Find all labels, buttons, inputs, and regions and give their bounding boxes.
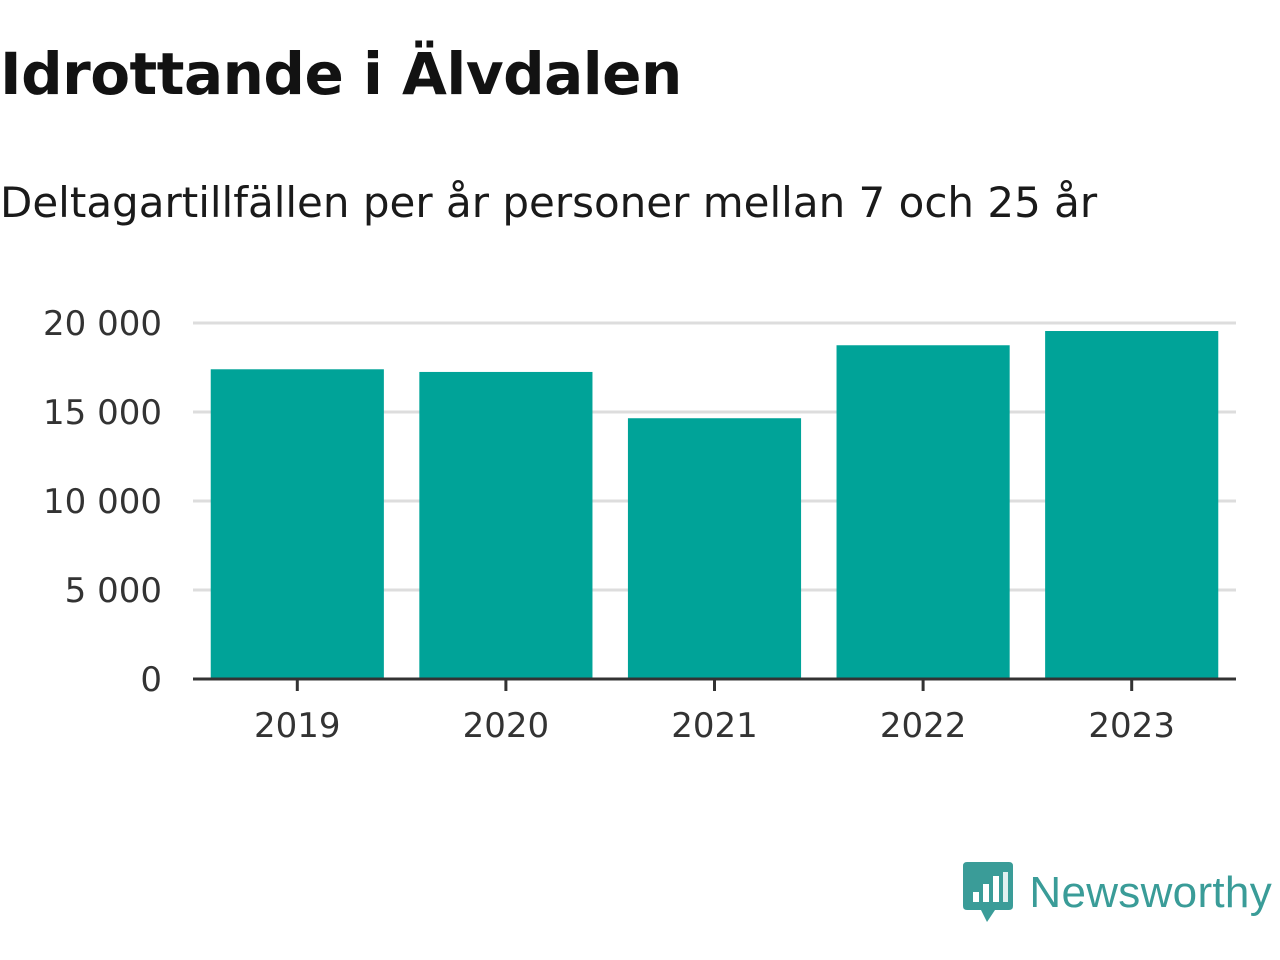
chart-subtitle: Deltagartillfällen per år personer mella…	[0, 178, 1098, 227]
bar-2023	[1045, 331, 1219, 679]
y-tick-label: 10 000	[43, 482, 162, 522]
bars	[210, 331, 1219, 679]
x-tick-label: 2019	[254, 706, 341, 746]
x-tick-label: 2023	[1088, 706, 1175, 746]
y-tick-label: 20 000	[43, 304, 162, 344]
bar-2022	[836, 345, 1010, 679]
bar-2019	[210, 369, 384, 679]
newsworthy-logo: Newsworthy	[963, 862, 1272, 924]
x-tick-label: 2021	[671, 706, 758, 746]
x-axis	[193, 677, 1236, 691]
bar-2021	[627, 418, 802, 679]
x-tick-label: 2022	[880, 706, 967, 746]
x-tick-label: 2020	[463, 706, 550, 746]
y-tick-label: 0	[140, 660, 162, 700]
y-tick-label: 15 000	[43, 393, 162, 433]
y-tick-label: 5 000	[65, 571, 162, 611]
chart-title: Idrottande i Älvdalen	[0, 40, 682, 108]
brand-name: Newsworthy	[1029, 868, 1272, 917]
bar-2020	[419, 371, 593, 679]
x-axis-tick-labels: 2019 2020 2021 2022 2023	[254, 706, 1175, 746]
newsworthy-logo-icon	[963, 862, 1014, 922]
y-axis-tick-labels: 0 5 000 10 000 15 000 20 000	[43, 304, 162, 700]
